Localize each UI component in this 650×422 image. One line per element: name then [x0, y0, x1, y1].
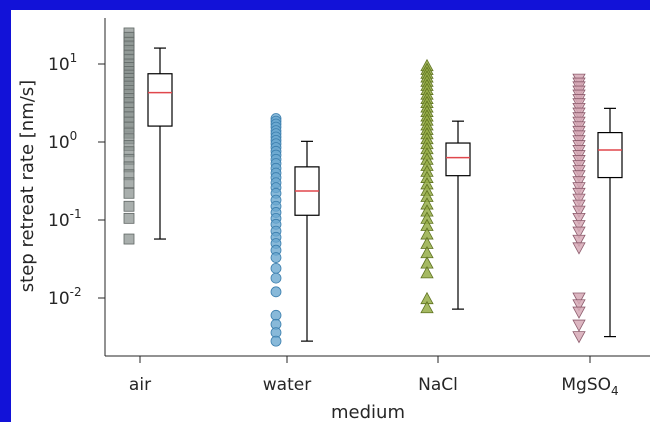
x-tick-label-subscript: 4: [611, 384, 619, 398]
data-point: [572, 220, 586, 233]
series-nacl: [420, 58, 434, 314]
box-iqr: [597, 131, 623, 179]
y-tick-label-exponent: -1: [70, 207, 82, 221]
data-point: [270, 272, 282, 284]
series-water: [270, 113, 282, 347]
box-nacl: [445, 120, 471, 310]
y-tick-label-exponent: 1: [70, 51, 78, 65]
y-tick-label-exponent: -2: [70, 285, 82, 299]
data-point: [572, 170, 586, 183]
x-tick-label: water: [263, 375, 311, 395]
box-water: [294, 140, 320, 342]
box-mgso4: [597, 107, 623, 338]
data-point: [572, 331, 586, 344]
data-point: [123, 177, 135, 189]
x-tick-label: air: [129, 375, 151, 395]
data-point: [270, 262, 282, 274]
y-axis-title: step retreat rate [nm/s]: [17, 80, 38, 292]
data-point: [572, 306, 586, 319]
data-point: [572, 199, 586, 212]
data-point: [123, 187, 135, 199]
x-tick-label: NaCl: [418, 375, 458, 395]
x-tick-label-text: MgSO: [561, 375, 611, 395]
y-tick-label-base: 10: [48, 289, 70, 309]
data-point: [270, 335, 282, 347]
x-axis: air water NaCl MgSO4: [105, 355, 650, 398]
data-point: [270, 286, 282, 298]
data-point: [572, 242, 586, 255]
data-point: [572, 299, 586, 312]
box-iqr: [147, 73, 173, 127]
x-tick-label-text: water: [263, 375, 311, 395]
series-layer: [123, 27, 623, 347]
series-air: [123, 27, 135, 245]
x-tick-label: MgSO4: [561, 375, 618, 398]
y-tick-label-base: 10: [48, 133, 70, 153]
data-point: [572, 193, 586, 206]
y-tick-label: 100: [48, 129, 77, 153]
x-tick-label-text: air: [129, 375, 151, 395]
x-axis-title: medium: [331, 402, 405, 422]
y-tick-label: 10-1: [48, 207, 82, 231]
y-tick-label-exponent: 0: [70, 129, 78, 143]
y-tick-label-base: 10: [48, 211, 70, 231]
data-point: [572, 319, 586, 332]
frame-top-border: [0, 0, 650, 10]
data-point: [572, 226, 586, 239]
y-tick-label: 101: [48, 51, 77, 75]
data-point: [420, 300, 434, 314]
x-tick-label-text: NaCl: [418, 375, 458, 395]
data-point: [572, 205, 586, 218]
data-point: [572, 176, 586, 189]
data-point: [572, 292, 586, 305]
box-air: [147, 47, 173, 240]
y-tick-label: 10-2: [48, 285, 82, 309]
data-point: [270, 252, 282, 263]
box-iqr: [445, 142, 471, 177]
data-point: [572, 212, 586, 226]
data-point: [123, 200, 135, 212]
frame-left-border: [0, 0, 11, 422]
x-ticks: air water NaCl MgSO4: [129, 356, 619, 398]
data-point: [123, 212, 135, 224]
data-point: [123, 233, 135, 245]
data-point: [572, 234, 586, 248]
data-point: [420, 266, 434, 279]
y-tick-label-base: 10: [48, 55, 70, 75]
data-point: [270, 309, 282, 321]
series-mgso4: [572, 73, 586, 344]
